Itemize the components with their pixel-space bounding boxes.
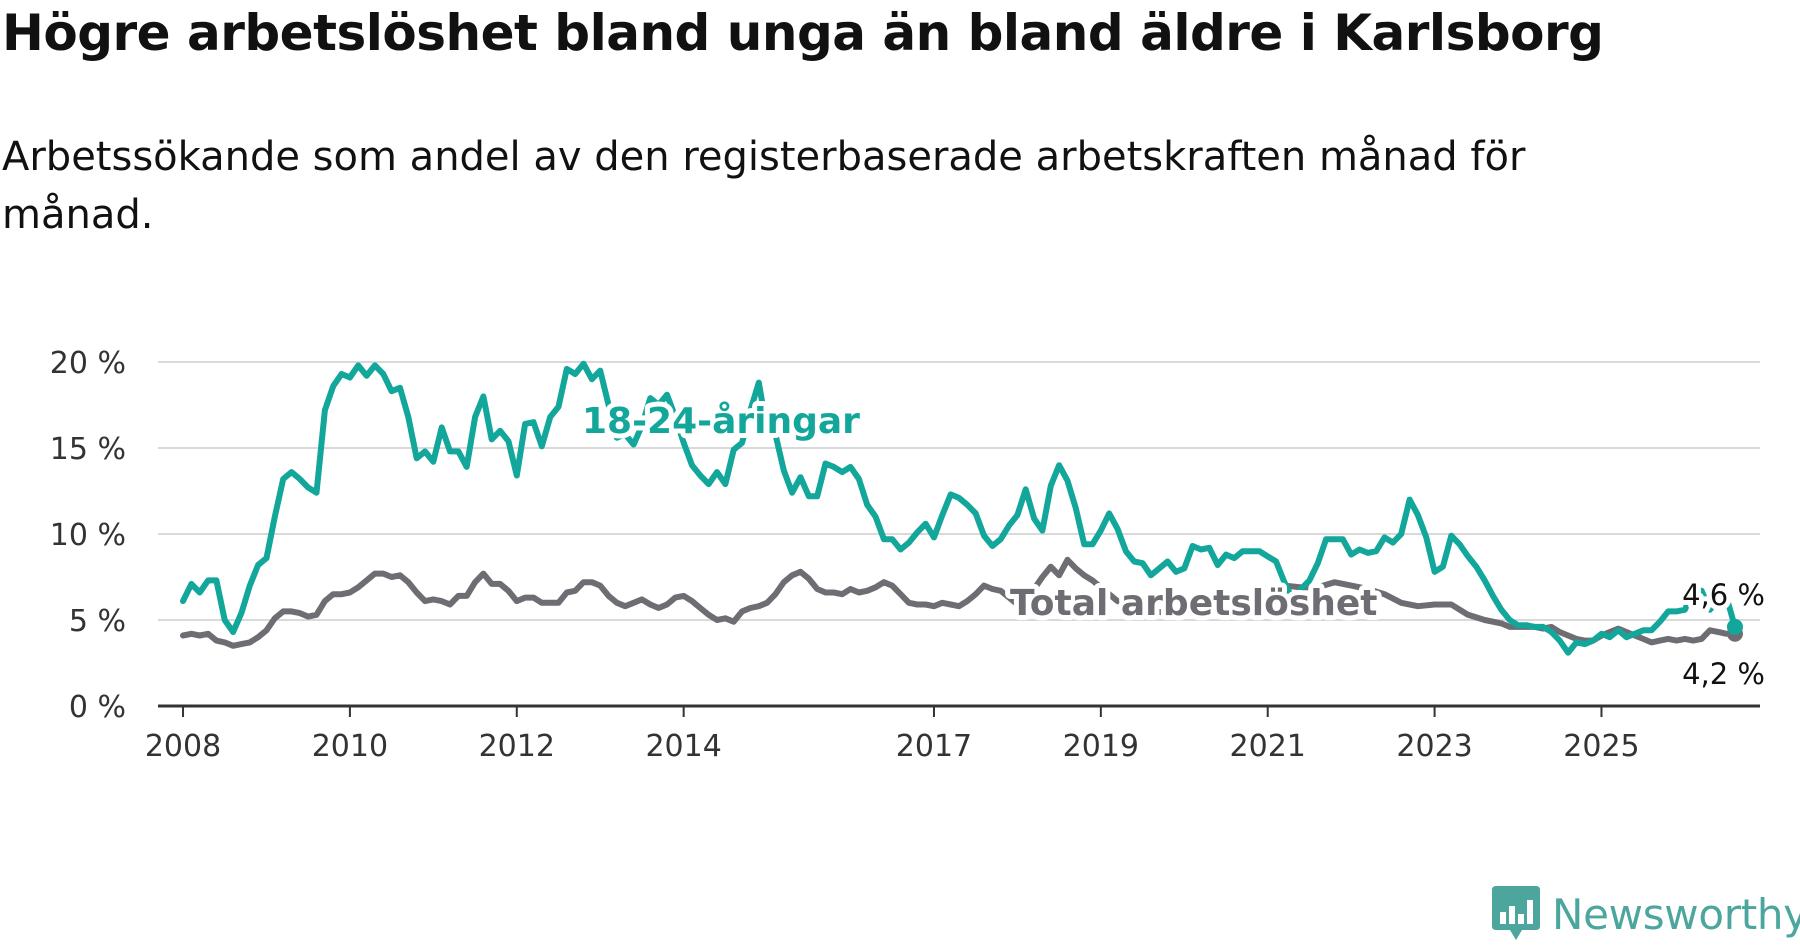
- x-tick-label: 2019: [1063, 729, 1139, 764]
- newsworthy-logo: Newsworthy: [1492, 886, 1800, 942]
- bar-chart-speech-bubble-icon: [1492, 886, 1540, 940]
- x-tick-label: 2025: [1563, 729, 1639, 764]
- y-tick-label: 10 %: [50, 518, 126, 553]
- series-line-18-24: [180, 360, 1738, 656]
- x-tick-label: 2021: [1230, 729, 1306, 764]
- end-value-18-24-halo: 4,6 %: [1682, 578, 1765, 612]
- y-tick-label: 0 %: [69, 690, 126, 725]
- series-lines: [180, 360, 1743, 656]
- end-point-18-24: [1726, 618, 1743, 635]
- brand-name: Newsworthy: [1552, 889, 1800, 939]
- x-tick-label: 2012: [479, 729, 555, 764]
- x-tick-label: 2023: [1396, 729, 1472, 764]
- x-tick-label: 2014: [645, 729, 721, 764]
- series-label-total-halo: Total arbetslöshet: [1010, 583, 1378, 624]
- y-tick-label: 5 %: [69, 604, 126, 639]
- series-label-total: Total arbetslöshet: [1010, 583, 1378, 624]
- x-tick-label: 2008: [145, 729, 221, 764]
- gridlines: [158, 361, 1760, 621]
- y-tick-label: 15 %: [50, 432, 126, 467]
- x-tick-label: 2017: [896, 729, 972, 764]
- end-value-total: 4,2 %: [1682, 657, 1765, 691]
- series-label-18-24: 18-24-åringar: [582, 401, 860, 442]
- y-axis-ticks: 0 % 5 % 10 % 15 % 20 %: [50, 346, 126, 725]
- x-axis-ticks: 2008 2010 2012 2014 2017 2019 2021 2023 2025: [145, 704, 1760, 764]
- y-tick-label: 20 %: [50, 346, 126, 381]
- x-tick-label: 2010: [312, 729, 388, 764]
- series-line-total: [180, 556, 1738, 649]
- series-label-18-24-halo: 18-24-åringar: [582, 401, 860, 442]
- chart-title: Högre arbetslöshet bland unga än bland ä…: [2, 4, 1604, 62]
- end-value-total-halo: 4,2 %: [1682, 657, 1765, 691]
- chart-subtitle: Arbetssökande som andel av den registerb…: [2, 134, 1526, 238]
- end-value-18-24: 4,6 %: [1682, 578, 1765, 612]
